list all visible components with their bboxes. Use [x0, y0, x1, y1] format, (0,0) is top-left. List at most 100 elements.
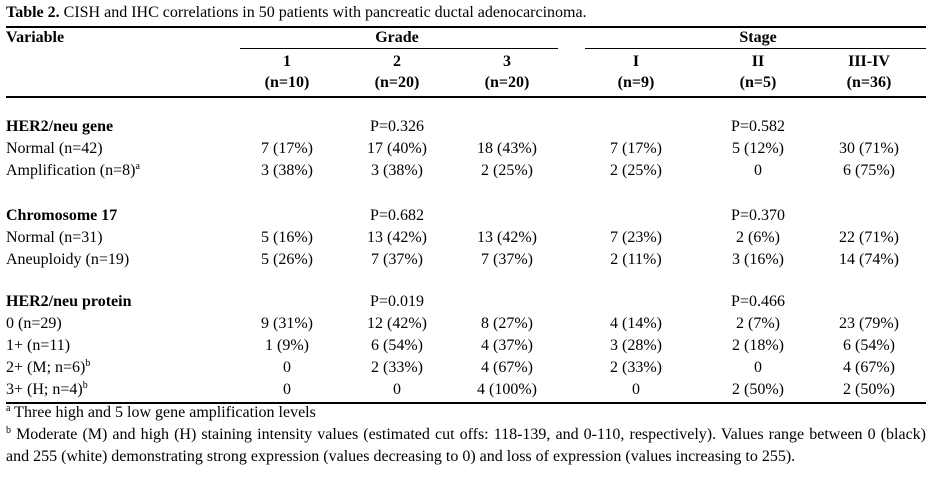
header-grade: Grade — [375, 29, 419, 46]
row-label-text: 3+ (H; n=4) — [6, 381, 83, 398]
footnote-a-mark: a — [6, 403, 11, 414]
row-label: 3+ (H; n=4)b — [6, 380, 88, 400]
table-cell: 7 (17%) — [610, 140, 662, 157]
table-cell: 13 (42%) — [477, 229, 537, 246]
table-caption: Table 2. CISH and IHC correlations in 50… — [6, 4, 587, 22]
table-cell: 18 (43%) — [477, 140, 537, 157]
column-header-count: (n=20) — [374, 74, 420, 91]
table-cell: 0 — [632, 381, 640, 398]
table-cell: 3 (28%) — [610, 337, 662, 354]
row-label-text: 2+ (M; n=6) — [6, 359, 86, 376]
p-value-grade: P=0.326 — [370, 118, 424, 135]
table-cell: 14 (74%) — [839, 251, 899, 268]
column-header-top: 2 — [393, 53, 401, 70]
p-value-grade: P=0.019 — [370, 293, 424, 310]
table-cell: 5 (16%) — [261, 229, 313, 246]
row-label-text: Normal (n=42) — [6, 140, 103, 157]
column-header-top: II — [751, 53, 765, 70]
footnote-a: a Three high and 5 low gene amplificatio… — [6, 402, 316, 424]
column-header-count: (n=5) — [739, 74, 777, 91]
table-cell: 2 (33%) — [610, 359, 662, 376]
top-rule — [6, 26, 926, 28]
table-cell: 3 (38%) — [371, 162, 423, 179]
table-cell: 7 (17%) — [261, 140, 313, 157]
row-label: 1+ (n=11) — [6, 336, 70, 356]
column-header-count: (n=9) — [617, 74, 655, 91]
row-label-text: 0 (n=29) — [6, 315, 62, 332]
table-cell: 13 (42%) — [367, 229, 427, 246]
table-cell: 2 (33%) — [371, 359, 423, 376]
footnote-a-text: Three high and 5 low gene amplification … — [10, 404, 316, 421]
table-cell: 2 (7%) — [736, 315, 780, 332]
table-cell: 2 (11%) — [610, 251, 662, 268]
column-header-count: (n=36) — [846, 74, 892, 91]
row-label-text: Amplification (n=8) — [6, 162, 136, 179]
table-cell: 6 (54%) — [371, 337, 423, 354]
row-label-text: Aneuploidy (n=19) — [6, 251, 130, 268]
row-label: 0 (n=29) — [6, 314, 62, 334]
table-cell: 5 (12%) — [732, 140, 784, 157]
table-cell: 3 (38%) — [261, 162, 313, 179]
row-label-text: Normal (n=31) — [6, 229, 103, 246]
table-cell: 1 (9%) — [265, 337, 309, 354]
table-cell: 2 (6%) — [736, 229, 780, 246]
row-label: 2+ (M; n=6)b — [6, 358, 90, 378]
table-cell: 6 (75%) — [843, 162, 895, 179]
footnote-b: b Moderate (M) and high (H) staining int… — [6, 424, 926, 468]
p-value-stage: P=0.370 — [731, 207, 785, 224]
table-cell: 0 — [754, 162, 762, 179]
table-cell: 4 (67%) — [481, 359, 533, 376]
header-bottom-rule — [6, 96, 926, 98]
table-cell: 7 (23%) — [610, 229, 662, 246]
table-cell: 4 (67%) — [843, 359, 895, 376]
table-cell: 0 — [283, 359, 291, 376]
table-cell: 6 (54%) — [843, 337, 895, 354]
column-header-count: (n=10) — [264, 74, 310, 91]
table-cell: 7 (37%) — [371, 251, 423, 268]
table-cell: 4 (100%) — [477, 381, 537, 398]
row-label-text: 1+ (n=11) — [6, 337, 71, 354]
column-header-top: 3 — [503, 53, 511, 70]
grade-underline — [240, 48, 558, 49]
table-cell: 23 (79%) — [839, 315, 899, 332]
column-header-count: (n=20) — [484, 74, 530, 91]
footnote-b-text: Moderate (M) and high (H) staining inten… — [6, 426, 926, 465]
footnote-marker: a — [135, 161, 140, 172]
table-cell: 2 (18%) — [732, 337, 784, 354]
table-cell: 2 (25%) — [481, 162, 533, 179]
table-cell: 30 (71%) — [839, 140, 899, 157]
section-title: HER2/neu gene — [6, 118, 114, 135]
footnote-b-mark: b — [6, 425, 11, 436]
table-cell: 0 — [283, 381, 291, 398]
table-cell: 4 (14%) — [610, 315, 662, 332]
p-value-stage: P=0.582 — [731, 118, 785, 135]
table-cell: 0 — [754, 359, 762, 376]
table-caption-label: Table 2. — [6, 4, 60, 21]
section-title: Chromosome 17 — [6, 207, 118, 224]
footnote-marker: b — [85, 358, 91, 369]
table-cell: 17 (40%) — [367, 140, 427, 157]
table-cell: 2 (50%) — [732, 381, 784, 398]
table-caption-text: CISH and IHC correlations in 50 patients… — [59, 4, 587, 21]
table-cell: 4 (37%) — [481, 337, 533, 354]
table-cell: 5 (26%) — [261, 251, 313, 268]
table-cell: 9 (31%) — [261, 315, 313, 332]
bottom-rule — [6, 402, 926, 404]
table-cell: 22 (71%) — [839, 229, 899, 246]
table-cell: 2 (25%) — [610, 162, 662, 179]
footnote-marker: b — [82, 380, 88, 391]
table-cell: 8 (27%) — [481, 315, 533, 332]
row-label: Amplification (n=8)a — [6, 161, 140, 181]
column-header-top: 1 — [283, 53, 291, 70]
table-cell: 3 (16%) — [732, 251, 784, 268]
header-stage: Stage — [739, 29, 777, 46]
stage-underline — [585, 48, 926, 49]
section-title: HER2/neu protein — [6, 293, 132, 310]
row-label: Normal (n=31) — [6, 228, 103, 248]
table-cell: 0 — [393, 381, 401, 398]
p-value-stage: P=0.466 — [731, 293, 785, 310]
column-header-top: I — [632, 53, 640, 70]
column-header-top: III-IV — [848, 53, 890, 70]
p-value-grade: P=0.682 — [370, 207, 424, 224]
